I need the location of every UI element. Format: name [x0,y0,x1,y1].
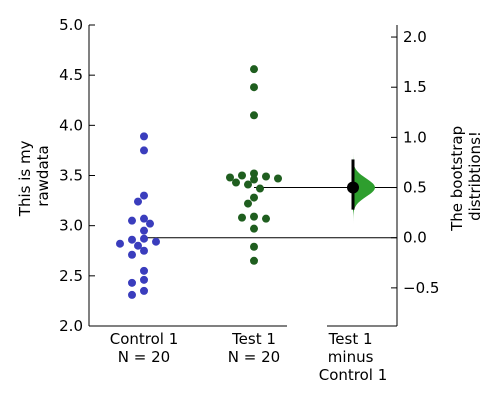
data-point [140,146,148,155]
mean-difference-point [347,181,359,194]
data-point [140,275,148,284]
contrast-x-label-line-1: Test 1 [328,330,373,348]
data-point [244,199,252,208]
left-y-ticks: 2.0 2.5 3.0 3.5 4.0 4.5 5.0 [59,16,95,335]
data-point [140,132,148,141]
left-y-tick-label: 4.5 [59,66,83,84]
data-point [226,173,234,182]
data-point [274,174,282,183]
data-point [128,250,136,259]
x-tick-n-test-1: N = 20 [228,348,280,366]
data-point [262,172,270,181]
right-y-tick-label: 1.0 [403,128,427,146]
data-point [232,178,240,187]
contrast-x-label-line-2: minus [328,348,374,366]
data-point [250,65,258,74]
left-y-label: This is my rawdata [16,136,52,217]
right-y-label-line-1: The bootstrap [448,126,466,232]
data-point [250,83,258,92]
right-y-ticks: −0.5 0.0 0.5 1.0 1.5 2.0 [391,28,439,297]
left-y-tick-label: 2.5 [59,267,83,285]
bootstrap-distribution [353,145,375,234]
x-tick-n-control-1: N = 20 [118,348,170,366]
data-point [152,237,160,246]
data-point [250,212,258,221]
right-y-tick-label: 1.5 [403,78,427,96]
data-point [250,175,258,184]
x-tick-label-control-1: Control 1 [110,330,179,348]
data-point [256,184,264,193]
data-point [140,246,148,255]
data-point [140,266,148,275]
contrast-x-label-line-3: Control 1 [319,366,388,384]
right-y-tick-label: 0.5 [403,179,427,197]
raw-data-points [116,65,282,299]
left-y-tick-label: 2.0 [59,317,83,335]
left-y-tick-label: 4.0 [59,116,83,134]
data-point [250,111,258,120]
data-point [244,180,252,189]
data-point [134,241,142,250]
data-point [238,171,246,180]
data-point [146,219,154,228]
data-point [262,214,270,223]
left-y-label-line-1: This is my [16,140,34,217]
data-point [140,214,148,223]
data-point [116,239,124,248]
data-point [140,286,148,295]
data-point [250,224,258,233]
data-point [238,213,246,222]
data-point [250,242,258,251]
x-tick-label-test-1: Test 1 [231,330,276,348]
data-point [140,234,148,243]
left-y-label-line-2: rawdata [34,145,52,206]
data-point [250,193,258,202]
right-y-label: The bootstrap distribtions! [448,121,484,232]
data-point [140,191,148,200]
left-y-tick-label: 5.0 [59,16,83,34]
data-point [134,197,142,206]
data-point [128,278,136,287]
left-y-tick-label: 3.5 [59,167,83,185]
data-point [128,290,136,299]
contrast-x-label: Test 1 minus Control 1 [319,330,388,384]
right-y-tick-label: 2.0 [403,28,427,46]
data-point [128,216,136,225]
right-y-tick-label: −0.5 [403,279,439,297]
data-point [250,256,258,265]
right-y-tick-label: 0.0 [403,229,427,247]
right-y-label-line-2: distribtions! [466,131,484,221]
data-point [250,169,258,178]
data-point [128,235,136,244]
left-y-tick-label: 3.0 [59,217,83,235]
data-point [140,226,148,235]
